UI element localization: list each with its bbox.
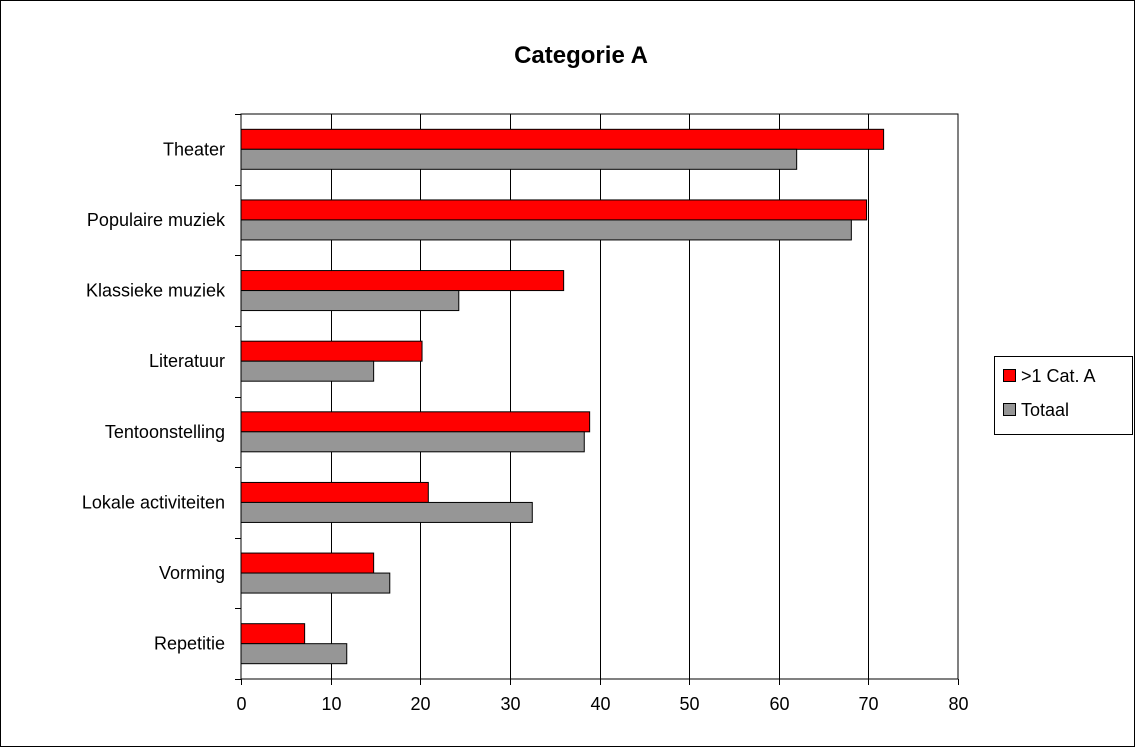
tick-label-x: 50 bbox=[679, 694, 699, 714]
axes: 0 10 20 30 40 50 60 70 80 Theater Populaire muziek… bbox=[82, 114, 969, 714]
tick-label-x: 20 bbox=[410, 694, 430, 714]
legend-label-1: Totaal bbox=[1021, 400, 1069, 420]
bar-totaal-4 bbox=[240, 431, 585, 453]
plot-area bbox=[240, 113, 959, 680]
tick-label-x: 60 bbox=[769, 694, 789, 714]
bar-cat-a-1 bbox=[240, 199, 868, 221]
bar-cat-a-6 bbox=[240, 552, 375, 574]
bar-totaal-6 bbox=[240, 572, 391, 594]
tick-label-x: 70 bbox=[858, 694, 878, 714]
legend-swatch-1 bbox=[1003, 403, 1016, 416]
bar-totaal-7 bbox=[240, 643, 348, 665]
tick-label-x: 80 bbox=[948, 694, 968, 714]
tick-label-x: 10 bbox=[321, 694, 341, 714]
bar-totaal-0 bbox=[240, 148, 798, 170]
category-label: Tentoonstelling bbox=[105, 422, 225, 442]
tick-label-x: 0 bbox=[236, 694, 246, 714]
category-label: Lokale activiteiten bbox=[82, 492, 225, 512]
category-label: Theater bbox=[163, 139, 225, 159]
legend-swatch-0 bbox=[1003, 369, 1016, 382]
legend-box bbox=[994, 356, 1133, 435]
category-label: Populaire muziek bbox=[87, 210, 226, 230]
bars bbox=[240, 128, 885, 665]
legend: >1 Cat. A Totaal bbox=[994, 356, 1133, 435]
chart-title: Categorie A bbox=[514, 42, 648, 69]
category-label: Vorming bbox=[159, 563, 225, 583]
tick-label-x: 40 bbox=[590, 694, 610, 714]
category-label: Repetitie bbox=[154, 634, 225, 654]
legend-label-0: >1 Cat. A bbox=[1021, 366, 1096, 386]
bar-totaal-3 bbox=[240, 360, 375, 382]
bar-cat-a-2 bbox=[240, 270, 565, 292]
bar-cat-a-3 bbox=[240, 340, 423, 362]
category-label: Literatuur bbox=[149, 351, 225, 371]
bar-cat-a-0 bbox=[240, 128, 885, 150]
bar-totaal-1 bbox=[240, 219, 852, 241]
bar-totaal-5 bbox=[240, 501, 533, 523]
tick-label-x: 30 bbox=[500, 694, 520, 714]
bar-cat-a-4 bbox=[240, 411, 591, 433]
bar-cat-a-7 bbox=[240, 623, 306, 645]
bar-totaal-2 bbox=[240, 290, 460, 312]
category-label: Klassieke muziek bbox=[86, 281, 226, 301]
bar-cat-a-5 bbox=[240, 481, 429, 503]
